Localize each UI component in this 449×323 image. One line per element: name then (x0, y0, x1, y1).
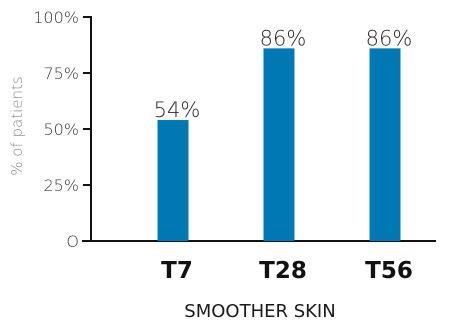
data-label-t28: 86% (260, 26, 307, 50)
y-tick-label: 25% (43, 176, 79, 195)
y-axis-ticks: O 25% 50% 75% 100% (33, 8, 92, 251)
category-label-t28: T28 (259, 258, 307, 284)
bar-t28 (263, 48, 295, 241)
data-label-t7: 54% (154, 98, 201, 122)
data-label-t56: 86% (366, 26, 413, 50)
y-tick-label: O (66, 232, 79, 251)
bar-t7 (157, 120, 189, 241)
bar-t56 (369, 48, 401, 241)
x-axis-title: SMOOTHER SKIN (184, 301, 335, 322)
y-tick-label: 75% (43, 64, 79, 83)
category-label-t7: T7 (161, 258, 193, 284)
y-axis-title: % of patients (8, 76, 26, 175)
y-tick-label: 50% (43, 120, 79, 139)
x-axis-category-labels: T7 T28 T56 (161, 258, 413, 284)
bars (157, 48, 401, 241)
category-label-t56: T56 (365, 258, 413, 284)
data-labels: 54% 86% 86% (154, 26, 413, 122)
y-tick-label: 100% (33, 8, 79, 27)
